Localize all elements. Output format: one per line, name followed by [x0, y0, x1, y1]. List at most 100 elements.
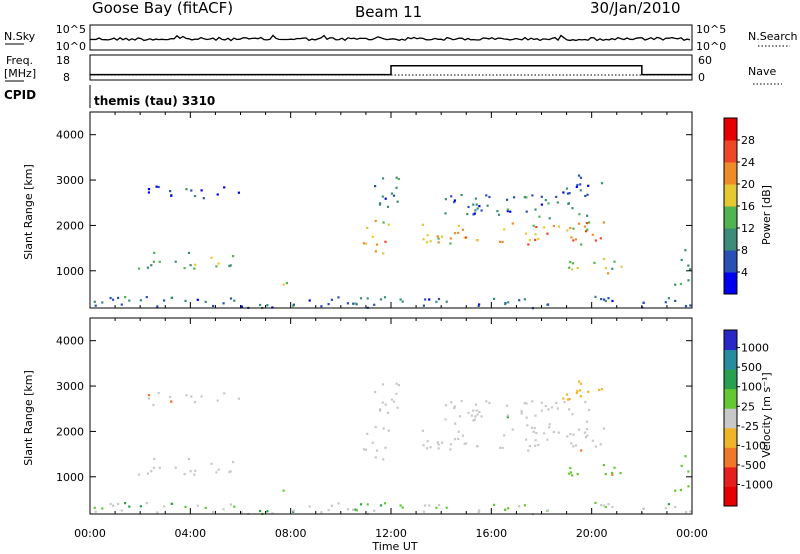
- scatter-point: [386, 205, 390, 208]
- scatter-point: [232, 461, 235, 464]
- scatter-point: [170, 502, 174, 505]
- scatter-point: [390, 192, 393, 195]
- scatter-point: [478, 411, 481, 414]
- scatter-point: [308, 299, 311, 302]
- scatter-point: [509, 210, 512, 213]
- scatter-point: [170, 400, 173, 403]
- scatter-point: [680, 258, 683, 261]
- scatter-point: [566, 398, 570, 401]
- scatter-point: [152, 403, 155, 407]
- scatter-point: [472, 419, 475, 422]
- scatter-point: [183, 473, 186, 476]
- nave-label: Nave: [748, 65, 776, 78]
- scatter-point: [146, 266, 149, 269]
- scatter-point: [546, 232, 549, 235]
- scatter-point: [664, 507, 667, 510]
- y-tick-label: 4000: [56, 129, 84, 142]
- scatter-point: [506, 210, 509, 213]
- scatter-point: [212, 510, 215, 514]
- scatter-point: [499, 240, 502, 243]
- scatter-point: [577, 174, 581, 177]
- scatter-point: [475, 409, 478, 412]
- scatter-point: [607, 297, 610, 300]
- power-colorbar: 4 8 12 16 20 24 28: [723, 117, 755, 295]
- scatter-point: [444, 198, 447, 201]
- scatter-point: [679, 488, 682, 492]
- nave-tick-low: 0: [698, 71, 705, 84]
- colorbar-tick-label: 25: [741, 400, 755, 413]
- scatter-point: [216, 399, 219, 402]
- scatter-point: [557, 431, 560, 434]
- scatter-point: [222, 302, 225, 305]
- colorbar-swatch: [724, 388, 737, 409]
- x-tick-label: 08:00: [275, 527, 307, 540]
- scatter-point: [598, 388, 601, 392]
- scatter-point: [395, 186, 398, 189]
- freq-tick-high: 18: [56, 54, 70, 67]
- scatter-point: [184, 505, 187, 508]
- scatter-point: [594, 295, 597, 298]
- scatter-point: [684, 305, 688, 308]
- scatter-point: [170, 194, 173, 197]
- scatter-point: [552, 224, 555, 228]
- scatter-point: [233, 299, 236, 302]
- colorbar-swatch: [724, 349, 737, 370]
- scatter-point: [437, 447, 440, 450]
- scatter-point: [467, 411, 470, 415]
- scatter-point: [399, 504, 402, 507]
- scatter-point: [485, 194, 488, 197]
- scatter-point: [374, 185, 377, 188]
- scatter-point: [101, 301, 104, 304]
- scatter-point: [190, 189, 193, 192]
- scatter-point: [354, 508, 357, 511]
- y-tick-label: 1000: [56, 471, 84, 484]
- scatter-point: [379, 408, 382, 411]
- scatter-point: [577, 428, 581, 431]
- scatter-point: [523, 504, 526, 507]
- scatter-point: [266, 304, 269, 307]
- scatter-point: [501, 446, 504, 450]
- scatter-point: [585, 222, 588, 225]
- scatter-point: [591, 439, 594, 442]
- scatter-point: [513, 196, 516, 199]
- scatter-point: [374, 250, 377, 253]
- scatter-point: [579, 382, 582, 385]
- scatter-point: [568, 398, 571, 401]
- scatter-point: [568, 472, 571, 475]
- noise-panel-frame: [89, 24, 693, 51]
- x-tick-label: 20:00: [576, 527, 608, 540]
- scatter-point: [196, 298, 199, 301]
- scatter-point: [567, 202, 571, 205]
- scatter-point: [569, 433, 572, 436]
- scatter-point: [428, 504, 431, 507]
- scatter-point: [426, 234, 429, 237]
- x-tick-label: 04:00: [174, 527, 206, 540]
- scatter-point: [189, 264, 192, 267]
- scatter-point: [611, 267, 614, 270]
- scatter-point: [450, 195, 453, 198]
- scatter-point: [463, 236, 466, 239]
- colorbar-swatch: [724, 427, 737, 448]
- scatter-point: [320, 511, 323, 514]
- scatter-point: [472, 213, 475, 216]
- scatter-point: [399, 298, 402, 301]
- scatter-point: [387, 429, 390, 432]
- scatter-point: [216, 193, 219, 196]
- scatter-point: [525, 402, 528, 405]
- scatter-point: [538, 215, 541, 218]
- scatter-point: [240, 511, 243, 514]
- scatter-point: [440, 441, 444, 444]
- scatter-point: [576, 389, 579, 393]
- scatter-point: [563, 401, 566, 404]
- scatter-point: [585, 230, 588, 233]
- scatter-point: [499, 446, 502, 449]
- scatter-point: [586, 228, 589, 231]
- scatter-point: [397, 177, 400, 181]
- colorbar-tick-label: 24: [741, 156, 755, 169]
- scatter-point: [556, 407, 559, 410]
- scatter-point: [200, 395, 203, 398]
- scatter-point: [193, 473, 196, 476]
- scatter-point: [527, 449, 530, 452]
- scatter-point: [444, 404, 447, 407]
- scatter-point: [185, 394, 188, 397]
